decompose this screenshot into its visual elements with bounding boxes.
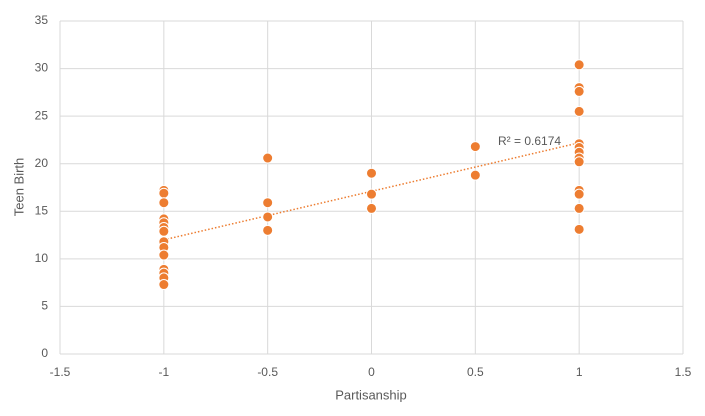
x-tick-label: -1.5 bbox=[50, 365, 71, 379]
point bbox=[158, 249, 170, 261]
point bbox=[573, 105, 585, 117]
point bbox=[573, 85, 585, 97]
x-tick-label: 1 bbox=[576, 365, 583, 379]
point bbox=[573, 59, 585, 71]
y-tick-label: 5 bbox=[41, 299, 48, 313]
y-tick-label: 35 bbox=[35, 13, 49, 27]
point bbox=[573, 188, 585, 200]
x-tick-label: 1.5 bbox=[675, 365, 692, 379]
point bbox=[366, 167, 377, 179]
point bbox=[366, 188, 377, 200]
point bbox=[366, 202, 377, 214]
point bbox=[158, 279, 170, 291]
point bbox=[573, 223, 585, 235]
point bbox=[262, 197, 274, 209]
point bbox=[573, 202, 585, 214]
trendline-label: R² = 0.6174 bbox=[498, 134, 561, 148]
point bbox=[262, 224, 274, 236]
point bbox=[262, 152, 274, 164]
y-tick-label: 15 bbox=[35, 203, 49, 217]
y-axis-label: Teen Birth bbox=[11, 158, 26, 217]
trendline bbox=[163, 142, 580, 241]
point bbox=[158, 225, 170, 237]
y-tick-label: 10 bbox=[35, 251, 49, 265]
x-axis-label: Partisanship bbox=[335, 387, 407, 402]
point bbox=[573, 156, 585, 168]
y-tick-label: 30 bbox=[35, 61, 49, 75]
point bbox=[158, 187, 170, 199]
x-tick-label: -0.5 bbox=[257, 365, 278, 379]
y-tick-label: 25 bbox=[35, 108, 49, 122]
x-tick-label: -1 bbox=[158, 365, 169, 379]
point bbox=[262, 211, 274, 223]
point bbox=[158, 197, 170, 209]
x-tick-label: 0 bbox=[368, 365, 375, 379]
y-tick-label: 20 bbox=[35, 156, 49, 170]
point bbox=[469, 169, 481, 181]
x-tick-label: 0.5 bbox=[467, 365, 484, 379]
point bbox=[469, 141, 481, 153]
y-tick-label: 0 bbox=[41, 346, 48, 360]
